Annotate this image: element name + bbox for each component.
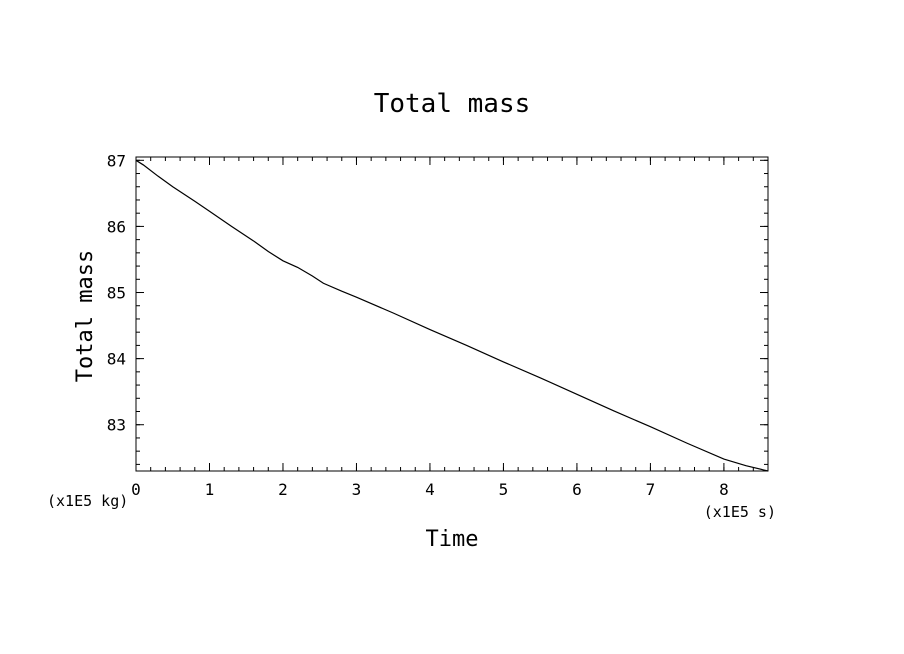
x-unit-label: (x1E5 s) bbox=[704, 503, 776, 521]
plot-frame bbox=[135, 156, 769, 472]
y-tick-label: 86 bbox=[107, 217, 126, 236]
x-tick-label: 8 bbox=[719, 480, 729, 499]
y-tick-label: 87 bbox=[107, 151, 126, 170]
y-axis-label: Total mass bbox=[73, 250, 98, 382]
x-tick-label: 4 bbox=[425, 480, 435, 499]
x-axis-label: Time bbox=[426, 527, 479, 552]
y-tick-labels: 83 84 85 86 87 bbox=[107, 151, 126, 434]
minor-ticks bbox=[135, 157, 769, 471]
x-tick-label: 6 bbox=[572, 480, 582, 499]
major-ticks bbox=[135, 157, 768, 471]
x-tick-labels: 0 1 2 3 4 5 6 7 8 bbox=[131, 480, 729, 499]
x-tick-label: 5 bbox=[499, 480, 509, 499]
y-tick-label: 83 bbox=[107, 416, 126, 435]
x-tick-label: 2 bbox=[278, 480, 288, 499]
x-tick-label: 0 bbox=[131, 480, 141, 499]
y-tick-label: 84 bbox=[107, 350, 126, 369]
series-line bbox=[135, 159, 769, 472]
y-tick-label: 85 bbox=[107, 284, 126, 303]
x-tick-label: 1 bbox=[205, 480, 215, 499]
chart-title: Total mass bbox=[374, 89, 531, 119]
y-unit-label: (x1E5 kg) bbox=[47, 492, 128, 510]
x-tick-label: 7 bbox=[646, 480, 656, 499]
x-tick-label: 3 bbox=[352, 480, 362, 499]
